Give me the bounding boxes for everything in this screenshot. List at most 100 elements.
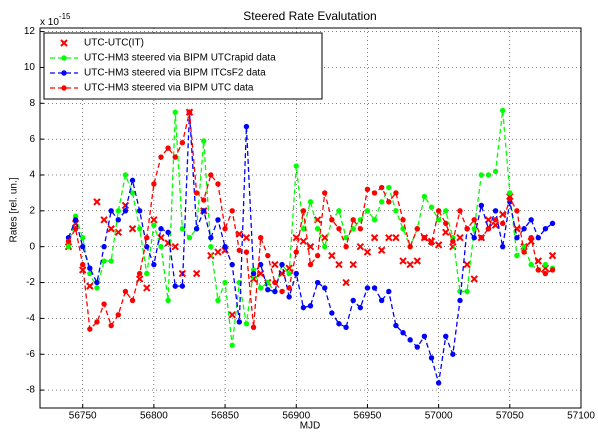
data-point [371, 285, 378, 291]
data-point [407, 337, 413, 343]
data-point [86, 282, 94, 290]
data-point [350, 217, 356, 223]
data-point [100, 216, 108, 224]
data-point [228, 311, 236, 319]
data-point [435, 208, 442, 214]
data-point [150, 216, 158, 224]
plot-frame [39, 27, 582, 409]
data-point [386, 288, 392, 295]
data-point [243, 249, 250, 255]
data-point [114, 228, 123, 237]
data-point [107, 225, 115, 233]
x-tick-label: 56850 [211, 411, 239, 422]
data-point [129, 190, 136, 196]
data-point [336, 208, 342, 214]
data-point [378, 297, 385, 304]
data-point [393, 208, 399, 214]
data-point [115, 208, 122, 214]
data-point [378, 199, 385, 205]
data-point [528, 217, 534, 223]
data-point [457, 208, 463, 214]
data-point [542, 261, 549, 268]
data-point [471, 235, 477, 241]
data-point [514, 252, 520, 259]
data-point [172, 109, 178, 115]
data-point [521, 249, 527, 255]
data-point [122, 288, 129, 295]
data-point [371, 217, 378, 223]
data-point [165, 297, 171, 304]
data-point [485, 172, 492, 178]
data-point [471, 226, 477, 232]
data-point [357, 226, 364, 232]
data-point [101, 301, 107, 307]
data-point [172, 283, 178, 289]
data-point [377, 246, 386, 254]
y-tick-label: 8 [29, 98, 35, 109]
data-point [94, 285, 100, 291]
data-point [499, 243, 506, 250]
data-point [201, 208, 207, 214]
data-point [507, 190, 513, 196]
data-point [158, 226, 164, 232]
data-point [478, 172, 485, 178]
data-point [179, 140, 186, 146]
data-point [171, 242, 179, 251]
data-point [549, 220, 556, 227]
y-tick-label: 0 [29, 241, 35, 252]
x-tick-label: 56800 [140, 411, 168, 422]
data-point [293, 249, 299, 255]
data-point [293, 163, 299, 169]
data-point [80, 235, 86, 241]
data-point [443, 220, 449, 227]
y-tick-label: -4 [26, 313, 35, 324]
data-point [421, 235, 428, 241]
legend-label: UTC-UTC(IT) [84, 38, 144, 49]
data-point [300, 208, 307, 214]
legend-marker [61, 55, 67, 61]
data-point [108, 208, 114, 214]
data-point [193, 190, 200, 196]
data-point [208, 235, 214, 241]
data-point [65, 243, 72, 250]
data-point [265, 286, 271, 293]
data-point [457, 297, 463, 304]
data-point [257, 285, 264, 291]
legend-label: UTC-HM3 steered via BIPM ITCsF2 data [84, 68, 266, 79]
data-point [434, 241, 443, 249]
data-point [129, 297, 136, 304]
data-point [136, 208, 143, 214]
data-point [399, 257, 407, 265]
data-point [115, 312, 122, 318]
data-point [428, 240, 435, 246]
y-tick-label: 12 [24, 26, 36, 37]
data-point [485, 226, 492, 232]
data-point [144, 270, 150, 277]
data-point [72, 226, 79, 232]
data-point [528, 235, 534, 241]
data-point [307, 303, 314, 309]
data-point [158, 154, 164, 160]
data-point [499, 107, 506, 114]
data-point [456, 234, 464, 242]
data-point [300, 304, 307, 311]
data-point [507, 195, 513, 201]
data-point [222, 279, 228, 286]
data-point [257, 235, 264, 241]
x-tick-label: 56750 [69, 411, 97, 422]
data-point [286, 294, 292, 300]
data-point [464, 288, 470, 295]
y-axis-label: Rates [rel. un.] [9, 177, 20, 242]
data-point [463, 260, 471, 269]
data-point [400, 330, 406, 336]
data-point [314, 226, 321, 232]
data-point [407, 243, 413, 250]
data-point [72, 217, 79, 223]
data-point [428, 204, 435, 210]
data-point [299, 237, 308, 246]
data-point [450, 238, 456, 245]
chart-title: Steered Rate Evalutation [243, 9, 376, 23]
data-point [329, 310, 335, 316]
data-point [179, 283, 186, 289]
